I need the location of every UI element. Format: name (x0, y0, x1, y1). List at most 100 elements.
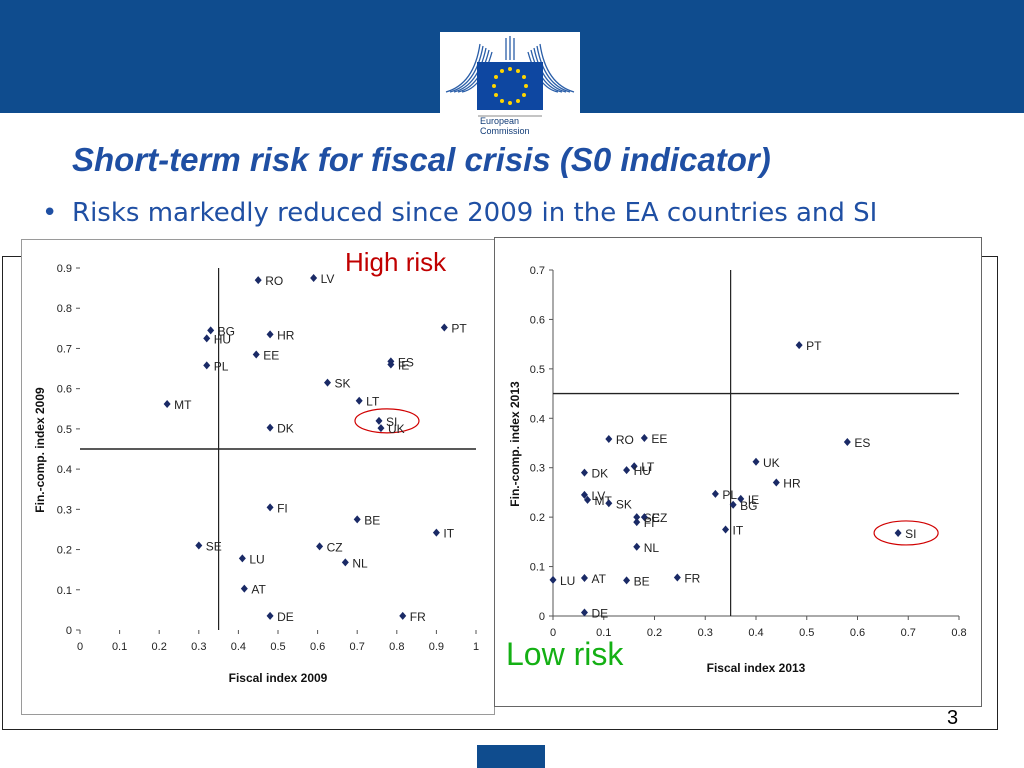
y-tick-label: 0.2 (530, 512, 545, 524)
point-label: MT (174, 398, 192, 412)
point-label: HU (214, 332, 231, 346)
data-point (673, 573, 681, 582)
point-label: SK (616, 497, 632, 511)
point-label: RO (265, 274, 283, 288)
data-point (375, 416, 383, 425)
data-point (633, 518, 641, 527)
point-label: DE (591, 607, 608, 621)
data-point (377, 424, 385, 433)
x-tick-label: 0.2 (647, 627, 662, 639)
y-tick-label: 0.5 (530, 364, 545, 376)
point-label: AT (591, 572, 606, 586)
data-point (633, 513, 641, 522)
data-point (238, 554, 246, 563)
chart-2013-panel: 0 0.1 0.2 0.3 0.4 0.5 0.6 0.7 0 0.1 0.2 0.3 0.4 0.5 0.… (495, 238, 981, 706)
highlight-circle (873, 520, 939, 546)
european-commission-logo (440, 32, 580, 144)
y-tick-label: 0.7 (57, 343, 72, 355)
point-label: EE (651, 432, 667, 446)
data-point (355, 396, 363, 405)
x-tick-label: 0.8 (951, 627, 966, 639)
y-tick-label: 0 (539, 611, 545, 623)
point-label: IT (733, 524, 744, 538)
point-label: ES (398, 355, 414, 369)
y-tick-label: 0.1 (57, 585, 72, 597)
data-point (722, 525, 730, 534)
bullet-item: • Risks markedly reduced since 2009 in th… (42, 198, 877, 228)
y-tick-label: 0.3 (57, 504, 72, 516)
data-point (752, 457, 760, 466)
point-label: SI (905, 527, 916, 541)
data-point (266, 330, 274, 339)
point-label: IE (748, 493, 759, 507)
data-point (729, 500, 737, 509)
y-tick-label: 0.6 (530, 314, 545, 326)
data-point (640, 513, 648, 522)
bullet-text: Risks markedly reduced since 2009 in the… (72, 198, 878, 228)
x-tick-label: 0.3 (191, 641, 206, 653)
point-label: FI (277, 501, 288, 515)
data-point (254, 276, 262, 285)
data-point (387, 360, 395, 369)
data-point (843, 438, 851, 447)
x-tick-label: 0.7 (901, 627, 916, 639)
chart-2013: 0 0.1 0.2 0.3 0.4 0.5 0.6 0.7 0 0.1 0.2 0.3 0.4 0.5 0.… (508, 265, 967, 675)
x-tick-label: 0.5 (799, 627, 814, 639)
point-label: UK (388, 422, 405, 436)
point-label: BE (634, 574, 650, 588)
x-tick-label: 0 (77, 641, 83, 653)
data-point (399, 611, 407, 620)
x-tick-label: 0.7 (350, 641, 365, 653)
y-tick-label: 0.4 (530, 413, 545, 425)
point-label: SI (386, 415, 397, 429)
logo-line-2: Commission (480, 126, 530, 136)
y-axis-title: Fin.-comp. index 2009 (33, 387, 47, 513)
y-tick-label: 0.8 (57, 303, 72, 315)
point-label: NL (644, 541, 660, 555)
x-tick-label: 0.1 (112, 641, 127, 653)
x-tick-label: 0.1 (596, 627, 611, 639)
point-label: LV (591, 489, 605, 503)
high-risk-label: High risk (345, 247, 447, 277)
y-axis-title: Fin.-comp. index 2013 (508, 381, 522, 507)
point-label: HR (277, 328, 295, 342)
data-point (894, 528, 902, 537)
x-tick-label: 0.4 (231, 641, 246, 653)
data-point (195, 541, 203, 550)
y-tick-label: 0 (66, 625, 72, 637)
x-tick-label: 0.8 (389, 641, 404, 653)
data-point (580, 573, 588, 582)
data-point (203, 334, 211, 343)
x-tick-label: 0.6 (310, 641, 325, 653)
data-point (310, 274, 318, 283)
point-label: HR (783, 477, 801, 491)
y-tick-label: 0.5 (57, 424, 72, 436)
chart-2009-panel: 0 0.1 0.2 0.3 0.4 0.5 0.6 0.7 0.8 0.9 0 0.1 0.2 0.3 0.… (22, 240, 494, 714)
bullet-icon: • (42, 198, 58, 228)
data-point (203, 361, 211, 370)
footer-brand-bar (477, 745, 545, 768)
data-point (795, 341, 803, 350)
slide-title: Short-term risk for fiscal crisis (S0 in… (72, 141, 771, 178)
data-point (580, 608, 588, 617)
point-label: LU (560, 574, 575, 588)
point-label: IE (398, 359, 409, 373)
data-point (316, 542, 324, 551)
data-point (252, 350, 260, 359)
point-label: RO (616, 433, 634, 447)
y-tick-label: 0.7 (530, 265, 545, 277)
y-tick-label: 0.3 (530, 463, 545, 475)
point-label: PL (722, 488, 737, 502)
point-label: DE (277, 610, 294, 624)
data-point (341, 558, 349, 567)
data-point (623, 466, 631, 475)
data-point (772, 478, 780, 487)
point-label: NL (352, 556, 368, 570)
x-tick-label: 0 (550, 627, 556, 639)
data-point (630, 462, 638, 471)
point-label: AT (251, 583, 266, 597)
point-label: HU (634, 464, 651, 478)
x-tick-label: 0.4 (748, 627, 763, 639)
logo-line-1: European (480, 116, 520, 126)
point-label: IT (443, 527, 454, 541)
